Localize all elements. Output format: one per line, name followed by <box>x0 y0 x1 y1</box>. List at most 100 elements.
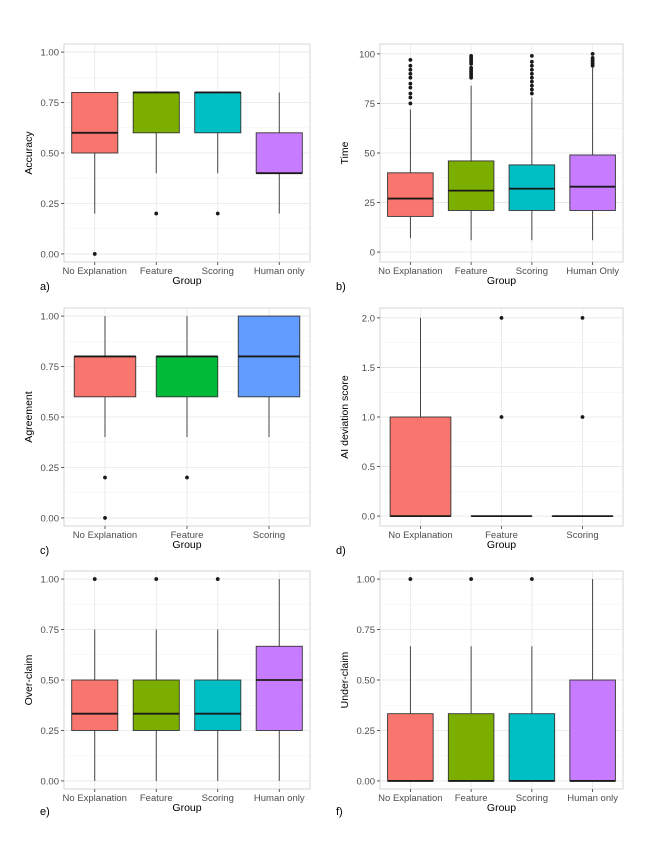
y-tick-label: 0.75 <box>41 98 60 109</box>
panel-label: b) <box>336 281 346 293</box>
outlier-point <box>103 475 107 480</box>
box-body <box>447 160 495 211</box>
box-body <box>447 713 495 782</box>
x-axis-title: Group <box>487 802 516 814</box>
x-tick-label: No Explanation <box>378 793 442 804</box>
outlier-point <box>529 83 534 88</box>
outlier-point <box>529 63 534 68</box>
box-body <box>508 164 556 211</box>
outlier-point <box>408 577 413 581</box>
outlier-point <box>499 415 504 419</box>
outlier-point <box>408 81 413 86</box>
y-tick-label: 0.75 <box>41 625 60 636</box>
y-tick-label: 0.00 <box>41 513 60 524</box>
panel-d: 0.0 0.5 1.0 1.5 2.0 No Explanation Feature Scor… <box>336 307 624 557</box>
x-axis-title: Group <box>172 275 201 287</box>
box-body <box>132 91 180 134</box>
box-feature <box>155 316 219 480</box>
outlier-point <box>154 211 159 216</box>
y-tick-label: 0.5 <box>362 462 375 473</box>
outlier-point <box>580 415 585 419</box>
y-axis-title: Time <box>339 141 351 164</box>
y-tick-label: 0.25 <box>41 726 60 737</box>
outlier-point <box>580 316 585 320</box>
box-no-explanation <box>73 316 137 520</box>
x-tick-label: Feature <box>140 793 173 804</box>
y-tick-label: 0 <box>370 248 375 259</box>
x-tick-label: Human only <box>254 266 305 277</box>
x-axis-title: Group <box>172 802 201 814</box>
y-tick-label: 1.00 <box>41 575 60 586</box>
outlier-point <box>408 85 413 90</box>
outlier-point <box>529 71 534 76</box>
y-tick-label: 1.00 <box>357 575 376 586</box>
x-tick-label: No Explanation <box>63 793 127 804</box>
box-body <box>255 132 303 174</box>
box-body <box>387 713 434 782</box>
outlier-point <box>408 63 413 68</box>
x-tick-label: No Explanation <box>378 266 442 277</box>
box-scoring <box>237 315 301 438</box>
outlier-point <box>529 75 534 80</box>
box-body <box>194 91 242 134</box>
box-scoring <box>508 53 556 241</box>
x-tick-label: Scoring <box>516 266 548 277</box>
panel-label: c) <box>40 545 49 557</box>
box-body <box>194 679 242 731</box>
box-body <box>569 154 616 211</box>
panel-label: d) <box>336 545 346 557</box>
x-tick-label: Feature <box>455 793 488 804</box>
y-axis-title: AI deviation score <box>339 375 351 459</box>
outlier-point <box>408 75 413 80</box>
y-tick-label: 0.0 <box>362 512 375 523</box>
y-tick-label: 75 <box>364 99 375 110</box>
outlier-point <box>469 65 474 70</box>
x-axis-title: Group <box>487 275 516 287</box>
y-tick-label: 25 <box>364 198 375 209</box>
box-human-only <box>569 52 616 241</box>
outlier-point <box>408 91 413 96</box>
box-no-explanation <box>389 317 452 517</box>
outlier-point <box>408 95 413 100</box>
panel-label: e) <box>40 806 50 818</box>
y-tick-label: 0.75 <box>41 362 60 373</box>
box-body <box>155 355 219 398</box>
y-tick-label: 0.00 <box>41 776 60 787</box>
x-axis-title: Group <box>172 539 201 551</box>
panel-b: 0 25 50 75 100 No Explanation Feature Scoring Hu… <box>336 43 624 293</box>
y-tick-label: 2.0 <box>362 313 375 324</box>
x-tick-label: Human only <box>567 793 618 804</box>
box-body <box>71 679 119 731</box>
outlier-point <box>215 577 220 581</box>
y-tick-label: 0.25 <box>41 463 60 474</box>
box-feature <box>132 91 180 216</box>
outlier-point <box>529 79 534 84</box>
outlier-point <box>590 52 595 56</box>
outlier-point <box>529 87 534 92</box>
panel-c: 0.00 0.25 0.50 0.75 1.00 No Explanation Featur… <box>23 307 311 557</box>
x-tick-label: Human Only <box>566 266 619 277</box>
y-tick-label: 0.25 <box>357 726 376 737</box>
box-scoring <box>194 91 242 216</box>
box-scoring <box>551 316 614 517</box>
outlier-point <box>408 71 413 76</box>
outlier-point <box>215 211 220 216</box>
panel-label: a) <box>40 281 50 293</box>
y-axis-title: Under-claim <box>339 651 351 708</box>
panel-f: 0.00 0.25 0.50 0.75 1.00 No Explanation Featur… <box>336 570 624 818</box>
x-tick-label: Scoring <box>202 793 234 804</box>
outlier-point <box>92 577 97 581</box>
y-axis-title: Agreement <box>23 391 35 442</box>
y-axis-title: Accuracy <box>23 131 35 175</box>
y-tick-label: 0.00 <box>357 776 376 787</box>
y-tick-label: 0.50 <box>41 676 60 687</box>
outlier-point <box>529 53 534 58</box>
x-tick-label: Human only <box>254 793 305 804</box>
outlier-point <box>92 252 97 256</box>
outlier-point <box>408 67 413 72</box>
x-tick-label: No Explanation <box>388 530 452 541</box>
outlier-point <box>499 316 504 320</box>
x-tick-label: Scoring <box>202 266 234 277</box>
x-tick-label: Feature <box>455 266 488 277</box>
box-feature <box>132 577 180 781</box>
